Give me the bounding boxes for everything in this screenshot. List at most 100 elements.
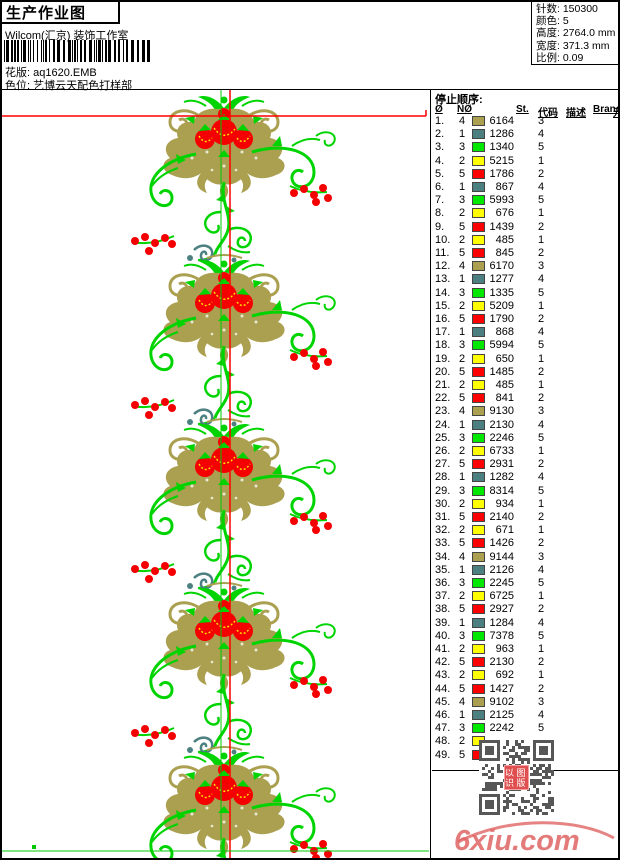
- row-stitches: 5993: [489, 194, 514, 207]
- thread-color-swatch: [472, 168, 485, 179]
- guide-mark-green: [32, 845, 36, 849]
- row-stitches: 676: [495, 207, 514, 220]
- row-needle: 5: [459, 458, 466, 471]
- thread-color-swatch: [472, 274, 485, 285]
- row-code: 3: [537, 260, 545, 273]
- row-code: 1: [537, 643, 545, 655]
- stop-sequence-row: 19. 2 650 1: [432, 353, 618, 366]
- thread-color-swatch: [472, 300, 485, 311]
- row-stitches: 1282: [489, 471, 514, 484]
- pattern-file-line: 花版: aq1620.EMB: [5, 64, 97, 80]
- row-needle: 4: [459, 115, 466, 127]
- thread-color-swatch: [472, 155, 485, 166]
- thread-color-swatch: [472, 683, 485, 694]
- stop-sequence-row: 31. 5 2140 2: [432, 511, 618, 524]
- row-code: 2: [537, 247, 545, 259]
- row-code: 4: [537, 418, 545, 431]
- thread-color-swatch: [472, 644, 485, 654]
- row-needle: 4: [459, 695, 466, 708]
- width-line: 宽度: 371.3 mm: [536, 40, 618, 52]
- stop-sequence-row: 40. 3 7378 5: [432, 630, 618, 643]
- stop-sequence-row: 14. 3 1335 5: [432, 287, 618, 300]
- row-seq: 41.: [435, 643, 451, 655]
- row-code: 4: [537, 273, 545, 286]
- row-stitches: 841: [495, 392, 514, 405]
- stop-sequence-title: 停止顺序:: [435, 94, 483, 106]
- height-label: 高度:: [536, 27, 560, 40]
- row-needle: 1: [459, 326, 466, 339]
- row-needle: 2: [459, 497, 466, 510]
- stop-sequence-row: 36. 3 2245 5: [432, 577, 618, 590]
- row-stitches: 2242: [489, 722, 514, 735]
- row-needle: 3: [459, 629, 466, 642]
- row-needle: 1: [459, 128, 466, 141]
- scale-line: 比例: 0.09: [536, 52, 618, 64]
- stop-sequence-row: 16. 5 1790 2: [432, 313, 618, 326]
- row-stitches: 2245: [489, 577, 514, 589]
- stop-sequence-row: 10. 2 485 1: [432, 234, 618, 247]
- qr-code: 以识 图版: [479, 740, 554, 815]
- row-seq: 2.: [435, 128, 445, 141]
- row-code: 1: [537, 233, 545, 246]
- row-needle: 4: [459, 260, 466, 273]
- row-stitches: 1485: [489, 365, 514, 378]
- stop-sequence-row: 39. 1 1284 4: [432, 617, 618, 630]
- watermark-swoosh: [457, 821, 615, 844]
- stop-sequence-row: 44. 5 1427 2: [432, 683, 618, 696]
- row-code: 2: [537, 392, 545, 405]
- row-code: 4: [537, 326, 545, 339]
- stop-sequence-row: 17. 1 868 4: [432, 326, 618, 339]
- row-code: 2: [537, 603, 545, 616]
- row-code: 5: [537, 141, 545, 154]
- row-needle: 3: [459, 194, 466, 207]
- row-stitches: 2130: [489, 418, 514, 431]
- thread-color-swatch: [472, 366, 485, 377]
- row-code: 2: [537, 458, 545, 471]
- stop-sequence-row: 25. 3 2246 5: [432, 432, 618, 445]
- thread-color-swatch: [472, 432, 485, 443]
- stop-sequence-row: 30. 2 934 1: [432, 498, 618, 511]
- red-seal-stamp: 以识 图版: [504, 765, 529, 790]
- thread-color-swatch: [472, 327, 485, 338]
- row-needle: 1: [459, 181, 466, 193]
- row-code: 4: [537, 181, 545, 193]
- row-seq: 3.: [435, 141, 445, 154]
- row-needle: 3: [459, 722, 466, 735]
- row-needle: 1: [459, 471, 466, 484]
- row-seq: 43.: [435, 669, 451, 682]
- thread-color-swatch: [472, 248, 485, 258]
- row-stitches: 1284: [489, 616, 514, 629]
- thread-color-swatch: [472, 459, 485, 470]
- sheet-title-box: 生产作业图: [2, 2, 120, 24]
- row-seq: 49.: [435, 748, 451, 761]
- row-seq: 23.: [435, 405, 451, 418]
- row-code: 1: [537, 154, 545, 167]
- column-header-6: 元素: [613, 104, 618, 119]
- thread-color-swatch: [472, 393, 485, 404]
- row-code: 2: [537, 220, 545, 233]
- stop-sequence-row: 37. 2 6725 1: [432, 590, 618, 603]
- row-code: 3: [537, 695, 545, 708]
- row-stitches: 1277: [489, 273, 514, 286]
- row-stitches: 5215: [489, 154, 514, 167]
- row-needle: 3: [459, 484, 466, 497]
- row-seq: 36.: [435, 577, 451, 589]
- row-needle: 5: [459, 603, 466, 616]
- row-stitches: 2927: [489, 603, 514, 616]
- stop-sequence-row: 21. 2 485 1: [432, 379, 618, 392]
- row-code: 4: [537, 709, 545, 721]
- thread-color-swatch: [472, 670, 485, 681]
- thread-color-swatch: [472, 287, 485, 298]
- stop-sequence-row: 12. 4 6170 3: [432, 260, 618, 273]
- row-code: 2: [537, 537, 545, 550]
- column-header-5: Brand: [593, 104, 618, 115]
- row-stitches: 6164: [489, 115, 514, 127]
- scale-value: 0.09: [562, 51, 584, 64]
- row-stitches: 1335: [489, 286, 514, 299]
- row-stitches: 6170: [489, 260, 514, 273]
- thread-color-swatch: [472, 208, 485, 219]
- row-code: 1: [537, 445, 545, 457]
